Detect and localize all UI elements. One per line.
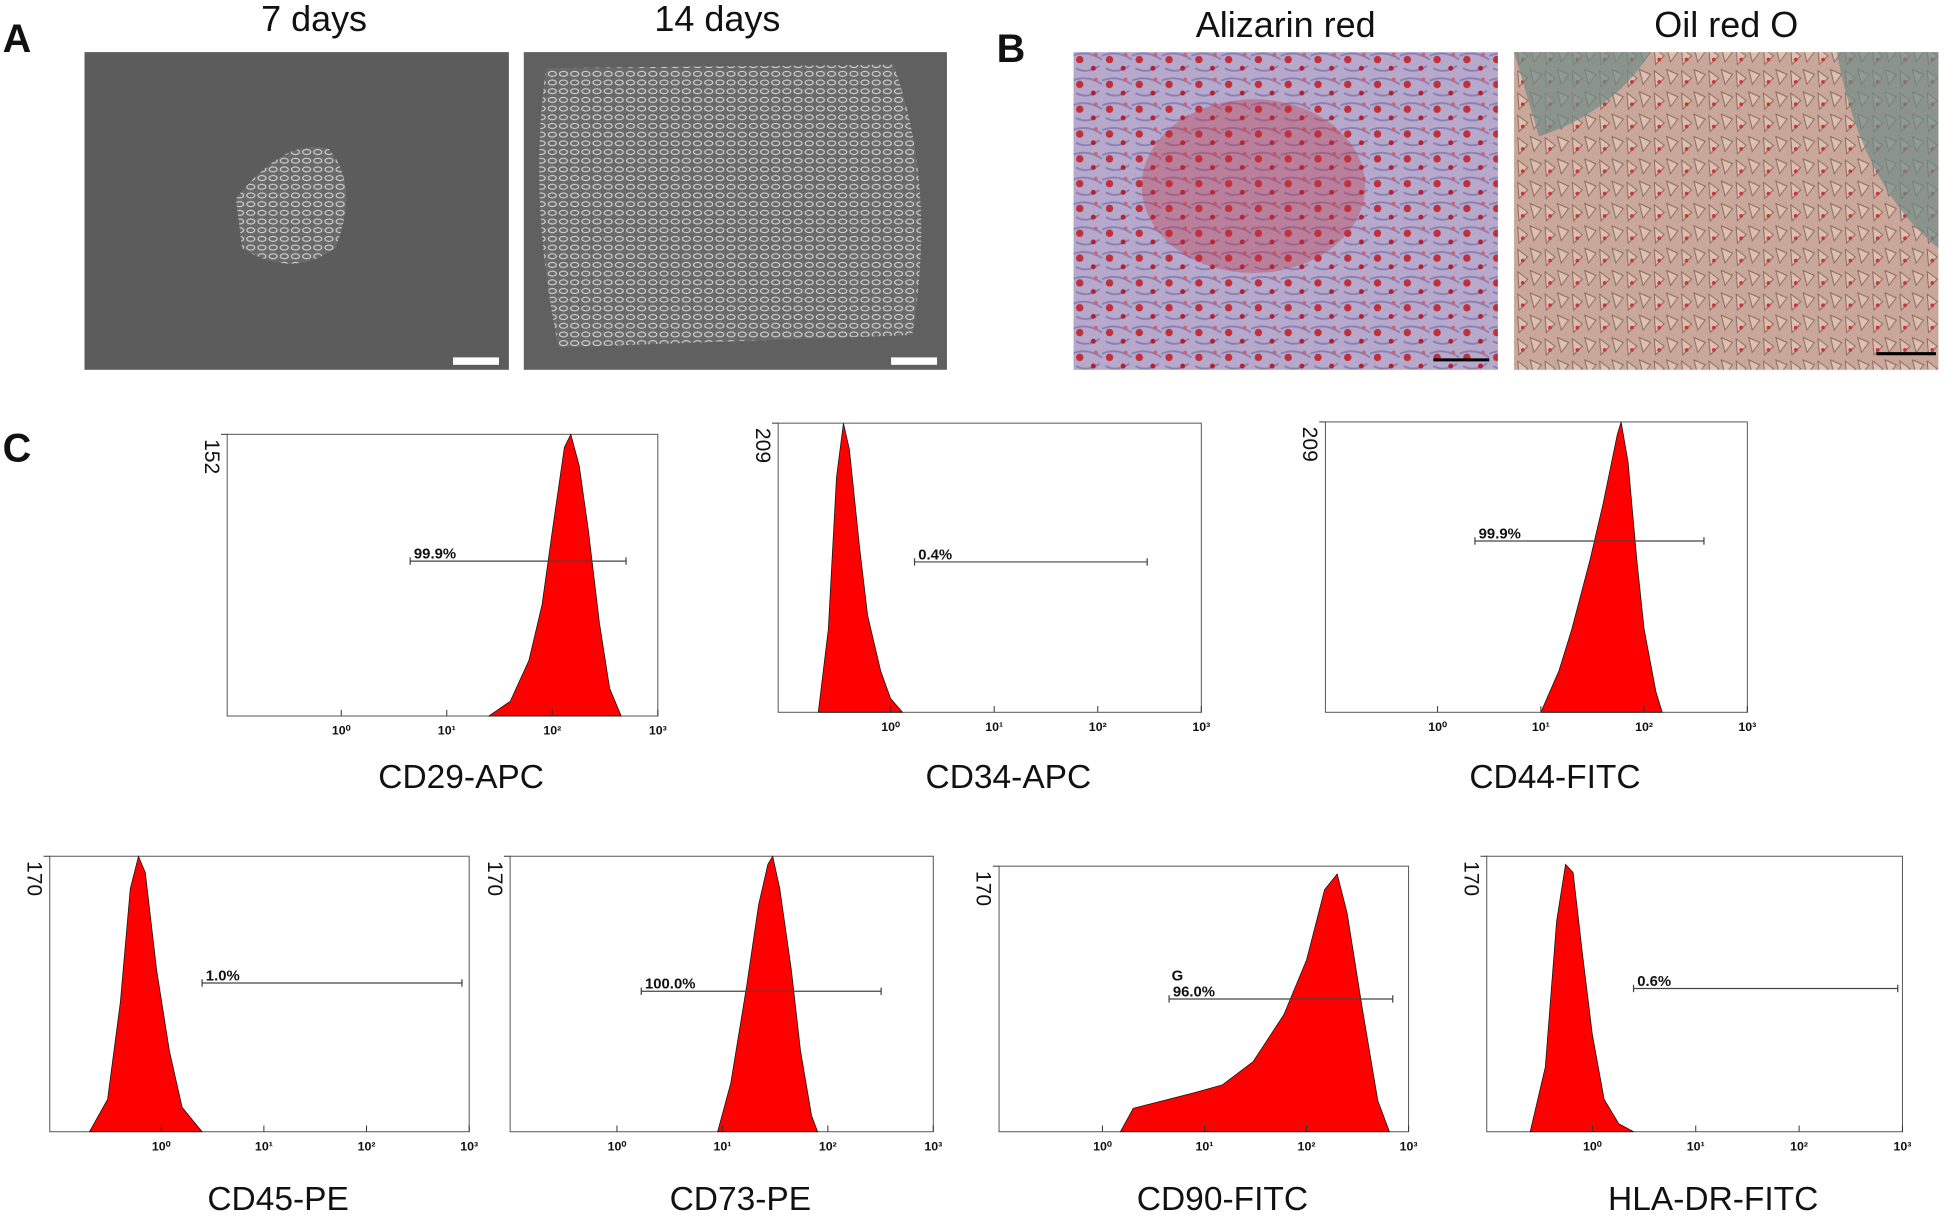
x-tick-label: 10³ — [1192, 720, 1210, 734]
stain — [1514, 52, 1939, 249]
panel-label: C — [3, 427, 32, 471]
x-tick-label: 10¹ — [713, 1139, 731, 1153]
gate-label: 0.6% — [1637, 974, 1671, 990]
cell-colony — [539, 64, 922, 348]
x-tick-label: 10¹ — [1532, 720, 1550, 734]
x-axis-title: CD29-APC — [378, 759, 544, 796]
y-tick-label: 170 — [972, 871, 995, 906]
plot-frame — [509, 855, 934, 1133]
image-caption: Oil red O — [1654, 4, 1798, 45]
x-tick-label: 10² — [358, 1139, 376, 1153]
image-caption: 14 days — [654, 0, 780, 39]
x-tick-label: 10³ — [1738, 720, 1756, 734]
y-tick-label: 209 — [1298, 427, 1321, 462]
x-tick-label: 10² — [819, 1139, 837, 1153]
scale-bar — [453, 357, 499, 365]
x-tick-label: 10¹ — [1196, 1139, 1214, 1153]
x-axis-title: CD34-APC — [926, 759, 1092, 796]
x-tick-label: 10² — [1089, 720, 1107, 734]
x-tick-label: 10³ — [924, 1139, 942, 1153]
x-tick-label: 10⁰ — [1583, 1139, 1602, 1153]
x-tick-label: 10³ — [1893, 1139, 1911, 1153]
x-tick-label: 10² — [1790, 1139, 1808, 1153]
x-tick-label: 10¹ — [1687, 1139, 1705, 1153]
x-tick-label: 10¹ — [438, 724, 456, 738]
histogram-area — [817, 423, 904, 713]
plot-frame — [49, 855, 470, 1133]
histogram-area — [487, 433, 622, 717]
histogram-area — [1529, 863, 1634, 1133]
scale-bar — [891, 357, 938, 365]
y-tick-label: 152 — [200, 439, 223, 474]
micrograph — [1073, 52, 1498, 370]
x-tick-label: 10⁰ — [332, 724, 351, 738]
x-tick-label: 10³ — [460, 1139, 478, 1153]
gate-label: 100.0% — [645, 977, 695, 993]
x-tick-label: 10² — [1298, 1139, 1316, 1153]
x-axis-title: CD44-FITC — [1469, 759, 1640, 796]
gate-label: 96.0% — [1173, 984, 1215, 1000]
y-tick-label: 170 — [1459, 861, 1482, 896]
gate-label: 1.0% — [206, 968, 240, 984]
x-axis-title: CD90-FITC — [1137, 1181, 1308, 1218]
plot-frame — [1486, 855, 1903, 1133]
x-tick-label: 10¹ — [255, 1139, 273, 1153]
histogram-area — [88, 855, 203, 1133]
x-tick-label: 10⁰ — [1093, 1139, 1112, 1153]
x-tick-label: 10² — [1635, 720, 1653, 734]
y-tick-label: 209 — [751, 428, 774, 463]
x-tick-label: 10³ — [649, 724, 667, 738]
x-tick-label: 10³ — [1400, 1139, 1418, 1153]
histogram-area — [717, 855, 819, 1133]
image-caption: 7 days — [261, 0, 367, 39]
histogram-area — [1119, 873, 1390, 1133]
x-tick-label: 10⁰ — [152, 1139, 171, 1153]
x-axis-title: CD73-PE — [670, 1181, 812, 1218]
x-axis-title: HLA-DR-FITC — [1608, 1181, 1818, 1218]
y-tick-label: 170 — [483, 861, 506, 896]
image-caption: Alizarin red — [1196, 4, 1376, 45]
plot-frame — [1324, 421, 1748, 713]
x-axis-title: CD45-PE — [207, 1181, 348, 1218]
x-tick-label: 10⁰ — [1428, 720, 1447, 734]
gate-label: 99.9% — [1479, 526, 1521, 542]
y-tick-label: 170 — [22, 861, 45, 896]
x-tick-label: 10² — [543, 724, 561, 738]
x-tick-label: 10⁰ — [608, 1139, 627, 1153]
plot-frame — [777, 422, 1202, 713]
gate-label: 99.9% — [414, 547, 456, 563]
stain — [1141, 99, 1366, 274]
panel-label: A — [3, 17, 32, 61]
cell-colony — [235, 146, 347, 264]
x-tick-label: 10⁰ — [881, 720, 900, 734]
histogram-area — [1540, 421, 1663, 713]
x-tick-label: 10¹ — [985, 720, 1003, 734]
gate-name: G — [1172, 968, 1184, 984]
plot-frame — [226, 433, 659, 717]
gate-label: 0.4% — [918, 547, 952, 563]
panel-label: B — [997, 27, 1026, 71]
